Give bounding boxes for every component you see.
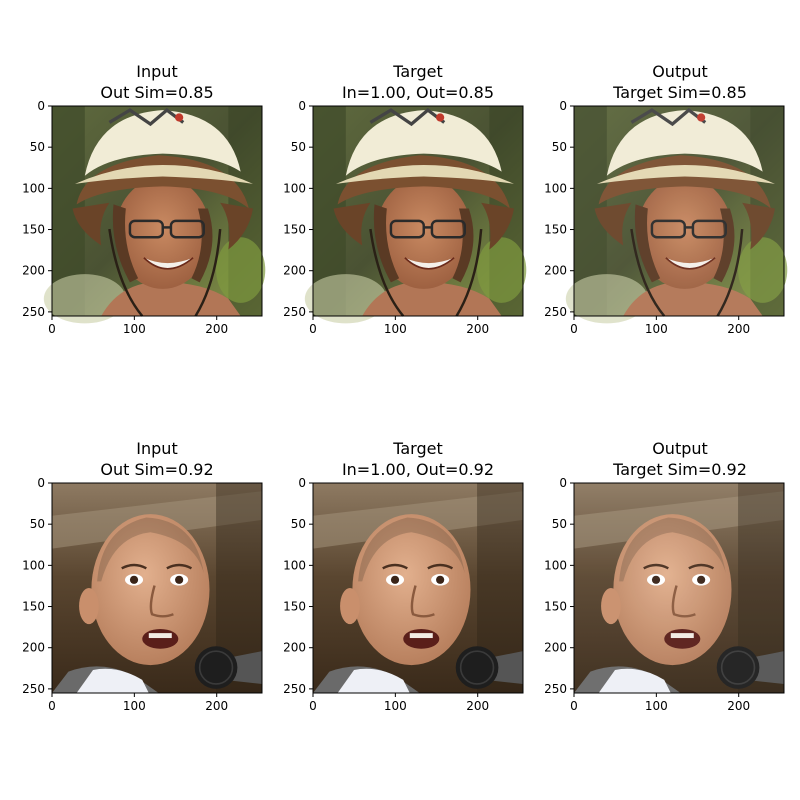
y-tick-label: 50 xyxy=(291,140,306,154)
y-tick-label: 0 xyxy=(37,476,45,490)
panel-image xyxy=(572,481,786,695)
x-tick-label: 100 xyxy=(645,699,668,713)
y-tick-label: 100 xyxy=(22,181,45,195)
y-tick-label: 100 xyxy=(283,558,306,572)
y-tick-label: 50 xyxy=(552,517,567,531)
y-tick-label: 0 xyxy=(298,476,306,490)
panel-title: Target xyxy=(392,439,443,458)
y-tick-label: 250 xyxy=(283,682,306,696)
panel-2-1: Input Out Sim=0.92 xyxy=(50,439,264,695)
panel-subtitle: In=1.00, Out=0.85 xyxy=(342,83,494,102)
y-tick-label: 250 xyxy=(544,305,567,319)
x-tick-label: 100 xyxy=(123,322,146,336)
y-tick-label: 0 xyxy=(559,476,567,490)
y-tick-label: 250 xyxy=(544,682,567,696)
panel-1-2: Target In=1.00, Out=0.85 xyxy=(303,62,528,326)
y-tick-label: 50 xyxy=(291,517,306,531)
y-tick-label: 150 xyxy=(22,223,45,237)
y-tick-label: 0 xyxy=(298,99,306,113)
x-tick-label: 100 xyxy=(645,322,668,336)
y-tick-label: 0 xyxy=(37,99,45,113)
y-tick-label: 250 xyxy=(22,682,45,696)
panel-image xyxy=(311,481,525,695)
panel-subtitle: Target Sim=0.92 xyxy=(612,460,747,479)
panel-title: Target xyxy=(392,62,443,81)
y-tick-label: 150 xyxy=(544,600,567,614)
panel-title: Output xyxy=(652,62,708,81)
y-tick-label: 250 xyxy=(22,305,45,319)
x-tick-label: 100 xyxy=(384,322,407,336)
y-tick-label: 50 xyxy=(30,517,45,531)
panel-1-3: Output Target Sim=0.85 xyxy=(564,62,789,326)
y-tick-label: 200 xyxy=(544,264,567,278)
y-tick-label: 100 xyxy=(22,558,45,572)
x-tick-label: 0 xyxy=(48,322,56,336)
y-tick-label: 150 xyxy=(283,600,306,614)
x-tick-label: 0 xyxy=(570,322,578,336)
panel-subtitle: Target Sim=0.85 xyxy=(612,83,747,102)
panel-subtitle: In=1.00, Out=0.92 xyxy=(342,460,494,479)
x-tick-label: 0 xyxy=(309,322,317,336)
y-tick-label: 200 xyxy=(22,264,45,278)
row-1: Input Out Sim=0.85 Target In=1.00, Out=0… xyxy=(42,62,789,326)
panel-title: Input xyxy=(136,62,177,81)
y-tick-label: 50 xyxy=(30,140,45,154)
panel-subtitle: Out Sim=0.92 xyxy=(100,460,213,479)
x-tick-label: 200 xyxy=(466,322,489,336)
y-tick-label: 100 xyxy=(544,181,567,195)
panel-title: Output xyxy=(652,439,708,458)
panel-image xyxy=(42,104,267,326)
y-tick-label: 200 xyxy=(22,641,45,655)
y-tick-label: 150 xyxy=(283,223,306,237)
x-tick-label: 100 xyxy=(123,699,146,713)
y-tick-label: 100 xyxy=(544,558,567,572)
panel-image xyxy=(564,104,789,326)
panel-1-1: Input Out Sim=0.85 xyxy=(42,62,267,326)
y-tick-label: 150 xyxy=(544,223,567,237)
panel-2-3: Output Target Sim=0.92 xyxy=(572,439,786,695)
x-tick-label: 0 xyxy=(570,699,578,713)
y-tick-label: 50 xyxy=(552,140,567,154)
y-tick-label: 200 xyxy=(283,264,306,278)
y-tick-label: 200 xyxy=(544,641,567,655)
panel-subtitle: Out Sim=0.85 xyxy=(100,83,213,102)
x-tick-label: 0 xyxy=(48,699,56,713)
x-tick-label: 0 xyxy=(309,699,317,713)
x-tick-label: 200 xyxy=(205,322,228,336)
panel-title: Input xyxy=(136,439,177,458)
panel-image xyxy=(50,481,264,695)
panel-2-2: Target In=1.00, Out=0.92 xyxy=(311,439,525,695)
x-tick-label: 100 xyxy=(384,699,407,713)
y-tick-label: 150 xyxy=(22,600,45,614)
y-tick-label: 0 xyxy=(559,99,567,113)
y-tick-label: 250 xyxy=(283,305,306,319)
x-tick-label: 200 xyxy=(727,699,750,713)
y-tick-label: 100 xyxy=(283,181,306,195)
x-tick-label: 200 xyxy=(205,699,228,713)
panel-image xyxy=(303,104,528,326)
x-tick-label: 200 xyxy=(727,322,750,336)
y-tick-label: 200 xyxy=(283,641,306,655)
row-2: Input Out Sim=0.92 Target In=1.00, Out=0… xyxy=(50,439,786,695)
x-tick-label: 200 xyxy=(466,699,489,713)
